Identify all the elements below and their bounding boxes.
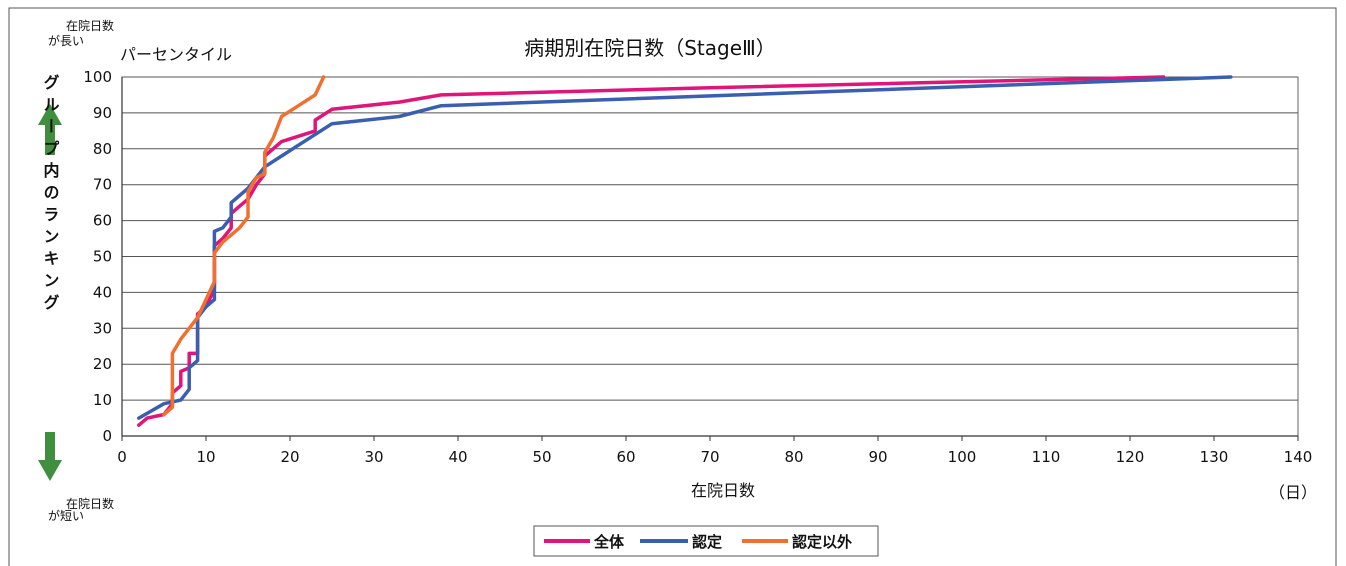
x-tick-label: 20 <box>280 448 299 466</box>
x-tick-label: 0 <box>117 448 127 466</box>
x-tick-label: 110 <box>1032 448 1061 466</box>
x-tick-label: 100 <box>948 448 977 466</box>
chart-title: 病期別在院日数（StageⅢ） <box>524 36 776 60</box>
legend-label-non-certified: 認定以外 <box>792 533 852 551</box>
y-tick-label: 50 <box>93 248 112 266</box>
bottom-note-b: 在院日数 <box>66 496 114 511</box>
y-tick-label: 90 <box>93 104 112 122</box>
x-tick-label: 50 <box>532 448 551 466</box>
top-note-b: 在院日数 <box>66 18 114 33</box>
y-tick-label: 10 <box>93 391 112 409</box>
up-arrow-icon <box>38 104 62 155</box>
x-tick-label: 120 <box>1116 448 1145 466</box>
down-arrow-icon <box>38 432 62 481</box>
y-tick-label: 30 <box>93 319 112 337</box>
plot-area: 0 10 20 30 40 50 60 70 80 90 100 0 10 20 30 40 50 60 70 80 9… <box>83 68 1312 466</box>
x-axis-label: 在院日数 <box>691 481 755 500</box>
series-line-0 <box>137 75 1166 427</box>
x-tick-label: 60 <box>616 448 635 466</box>
y-tick-label: 70 <box>93 176 112 194</box>
y-tick-label: 60 <box>93 212 112 230</box>
bottom-note-a: が短い <box>48 508 84 523</box>
series-line-1 <box>137 75 1233 420</box>
legend-box <box>533 525 879 557</box>
x-tick-label: 40 <box>448 448 467 466</box>
y-side-label: グループ内のランキング <box>41 74 60 316</box>
x-tick-label: 130 <box>1200 448 1229 466</box>
y-tick-label: 80 <box>93 140 112 158</box>
x-tick-label: 140 <box>1284 448 1313 466</box>
x-tick-label: 90 <box>868 448 887 466</box>
legend: 全体 認定 認定以外 <box>533 525 879 557</box>
series-line-2 <box>162 75 326 417</box>
x-tick-label: 70 <box>700 448 719 466</box>
y-axis-label: パーセンタイル <box>120 45 232 64</box>
y-tick-label: 20 <box>93 355 112 373</box>
legend-label-certified: 認定 <box>692 533 722 551</box>
y-tick-label: 40 <box>93 283 112 301</box>
y-tick-label: 100 <box>83 68 112 86</box>
y-tick-label: 0 <box>102 427 112 445</box>
x-tick-label: 30 <box>364 448 383 466</box>
x-tick-label: 80 <box>784 448 803 466</box>
x-tick-label: 10 <box>196 448 215 466</box>
legend-label-all: 全体 <box>593 533 625 551</box>
x-unit-label: （日） <box>1269 483 1317 502</box>
top-note-a: が長い <box>48 33 84 48</box>
